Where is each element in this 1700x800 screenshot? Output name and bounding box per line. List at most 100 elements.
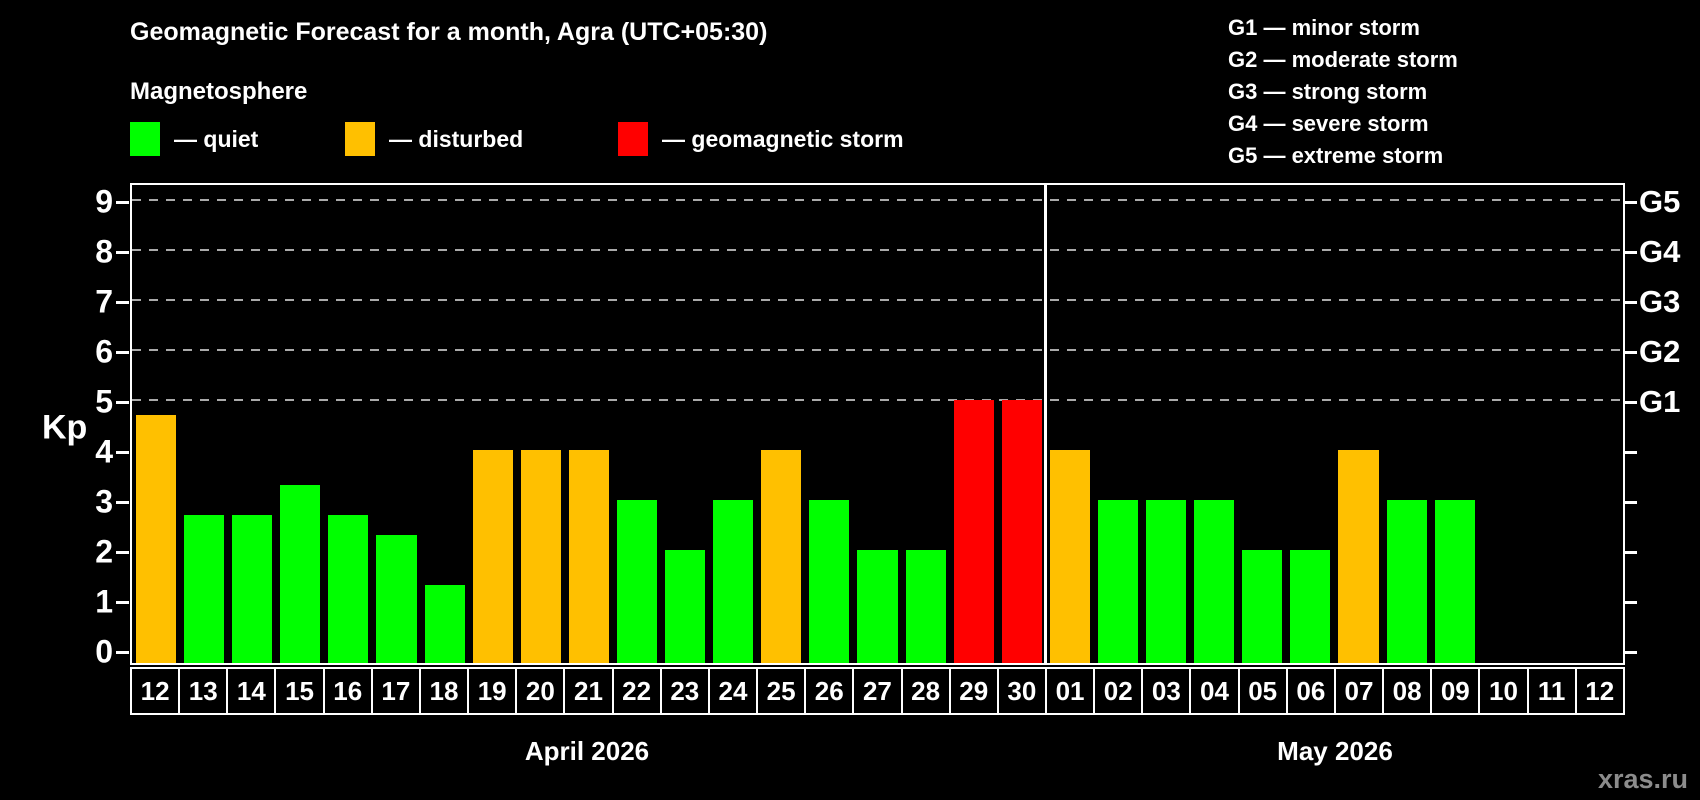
right-tick-kp8 — [1624, 250, 1637, 254]
y-tick-label-4: 4 — [95, 433, 113, 470]
y-tick-label-0: 0 — [95, 633, 113, 670]
kp-bar-day-22 — [616, 500, 658, 663]
date-cell-12: 12 — [130, 667, 181, 715]
left-tick-kp0 — [116, 650, 129, 654]
kp-bar-day-17 — [376, 535, 417, 663]
date-cell-03: 03 — [1141, 667, 1192, 715]
y-tick-label-2: 2 — [95, 533, 113, 570]
right-tick-kp3 — [1624, 500, 1637, 504]
date-cell-30: 30 — [996, 667, 1047, 715]
kp-bar-day-03 — [1146, 500, 1187, 663]
right-tick-kp9 — [1624, 200, 1637, 204]
y-axis-title: Kp — [42, 408, 88, 447]
month-label-may: May 2026 — [1277, 736, 1393, 766]
date-cell-18: 18 — [418, 667, 470, 715]
kp-bar-day-27 — [857, 550, 898, 663]
kp-bar-day-02 — [1097, 500, 1139, 663]
storm-scale-line-g5: G5 — extreme storm — [1228, 143, 1444, 168]
date-cell-27: 27 — [852, 667, 903, 715]
storm-swatch-icon — [618, 122, 648, 156]
legend-item-label: — quiet — [174, 125, 259, 152]
left-tick-kp9 — [116, 200, 129, 204]
date-cell-01: 01 — [1044, 667, 1096, 715]
y-tick-label-7: 7 — [95, 283, 113, 320]
date-cell-12: 12 — [1574, 667, 1625, 715]
gridline-kp8 — [132, 249, 1623, 251]
watermark: xras.ru — [1597, 764, 1688, 794]
gridline-kp6 — [132, 349, 1623, 351]
date-cell-14: 14 — [226, 667, 277, 715]
month-separator-line — [1044, 185, 1048, 663]
left-tick-kp3 — [116, 500, 129, 504]
left-tick-kp5 — [116, 400, 129, 404]
kp-bar-day-08 — [1386, 500, 1427, 663]
storm-scale-line-g3: G3 — strong storm — [1228, 79, 1428, 104]
storm-scale-line-g1: G1 — minor storm — [1228, 15, 1420, 40]
kp-bar-day-28 — [905, 550, 946, 663]
right-tick-kp5 — [1624, 400, 1637, 404]
magnetosphere-subtitle: Magnetosphere — [130, 78, 308, 105]
date-cell-16: 16 — [322, 667, 373, 715]
left-tick-kp6 — [116, 350, 129, 354]
storm-scale-line-g2: G2 — moderate storm — [1228, 47, 1458, 72]
left-tick-kp7 — [116, 300, 129, 304]
date-cell-02: 02 — [1093, 667, 1144, 715]
left-tick-kp4 — [116, 450, 129, 454]
kp-bar-day-24 — [713, 500, 754, 663]
date-cell-20: 20 — [515, 667, 566, 715]
kp-bar-day-26 — [809, 500, 850, 663]
kp-bar-day-12 — [136, 415, 177, 663]
kp-bar-day-16 — [328, 515, 369, 663]
storm-scale-line-g4: G4 — severe storm — [1228, 111, 1429, 136]
date-axis: 12 13 14 15 16 17 18 19 20 21 22 23 24 25 26 27 28 29 30 01… — [130, 667, 1625, 715]
date-cell-21: 21 — [563, 667, 614, 715]
date-cell-11: 11 — [1526, 667, 1577, 715]
kp-bar-day-05 — [1242, 550, 1283, 663]
date-cell-24: 24 — [707, 667, 759, 715]
kp-bar-day-30 — [1001, 400, 1042, 663]
right-axis-label-g1: G1 — [1639, 384, 1681, 419]
right-axis-label-g4: G4 — [1639, 234, 1681, 269]
legend-item-label: — disturbed — [389, 125, 524, 152]
y-tick-label-6: 6 — [95, 333, 113, 370]
right-tick-kp0 — [1624, 650, 1637, 654]
storm-scale-legend: G1 — minor storm G2 — moderate storm G3 — … — [1228, 12, 1458, 172]
date-cell-15: 15 — [274, 667, 325, 715]
right-tick-kp2 — [1624, 550, 1637, 554]
kp-bar-day-23 — [665, 550, 706, 663]
right-axis-label-g3: G3 — [1639, 284, 1681, 319]
page-title: Geomagnetic Forecast for a month, Agra (… — [130, 18, 768, 46]
date-cell-25: 25 — [756, 667, 807, 715]
kp-bar-day-21 — [568, 450, 609, 663]
right-axis-label-g2: G2 — [1639, 334, 1681, 369]
date-cell-10: 10 — [1478, 667, 1529, 715]
kp-bar-day-07 — [1338, 450, 1379, 663]
right-tick-kp4 — [1624, 450, 1637, 454]
right-tick-kp7 — [1624, 300, 1637, 304]
date-cell-28: 28 — [900, 667, 951, 715]
kp-bar-day-15 — [280, 485, 321, 663]
right-axis-label-g5: G5 — [1639, 184, 1681, 219]
y-tick-label-5: 5 — [95, 383, 113, 420]
kp-bar-day-06 — [1290, 550, 1331, 663]
date-cell-22: 22 — [611, 667, 662, 715]
kp-bar-day-20 — [520, 450, 561, 663]
legend-item-storm: — geomagnetic storm — [618, 120, 904, 158]
quiet-swatch-icon — [130, 122, 160, 156]
plot-area — [130, 183, 1625, 665]
legend-item-label: — geomagnetic storm — [662, 125, 904, 152]
gridline-kp9 — [132, 199, 1623, 201]
date-cell-08: 08 — [1382, 667, 1433, 715]
kp-bar-day-18 — [424, 585, 465, 663]
y-tick-label-1: 1 — [95, 583, 113, 620]
kp-bar-day-04 — [1194, 500, 1235, 663]
right-tick-kp6 — [1624, 350, 1637, 354]
left-tick-kp1 — [116, 600, 129, 604]
kp-bar-day-14 — [232, 515, 273, 663]
kp-bar-day-29 — [953, 400, 994, 663]
date-cell-04: 04 — [1189, 667, 1240, 715]
kp-bar-day-01 — [1049, 450, 1090, 663]
legend-item-disturbed: — disturbed — [345, 120, 523, 158]
gridline-kp7 — [132, 299, 1623, 301]
